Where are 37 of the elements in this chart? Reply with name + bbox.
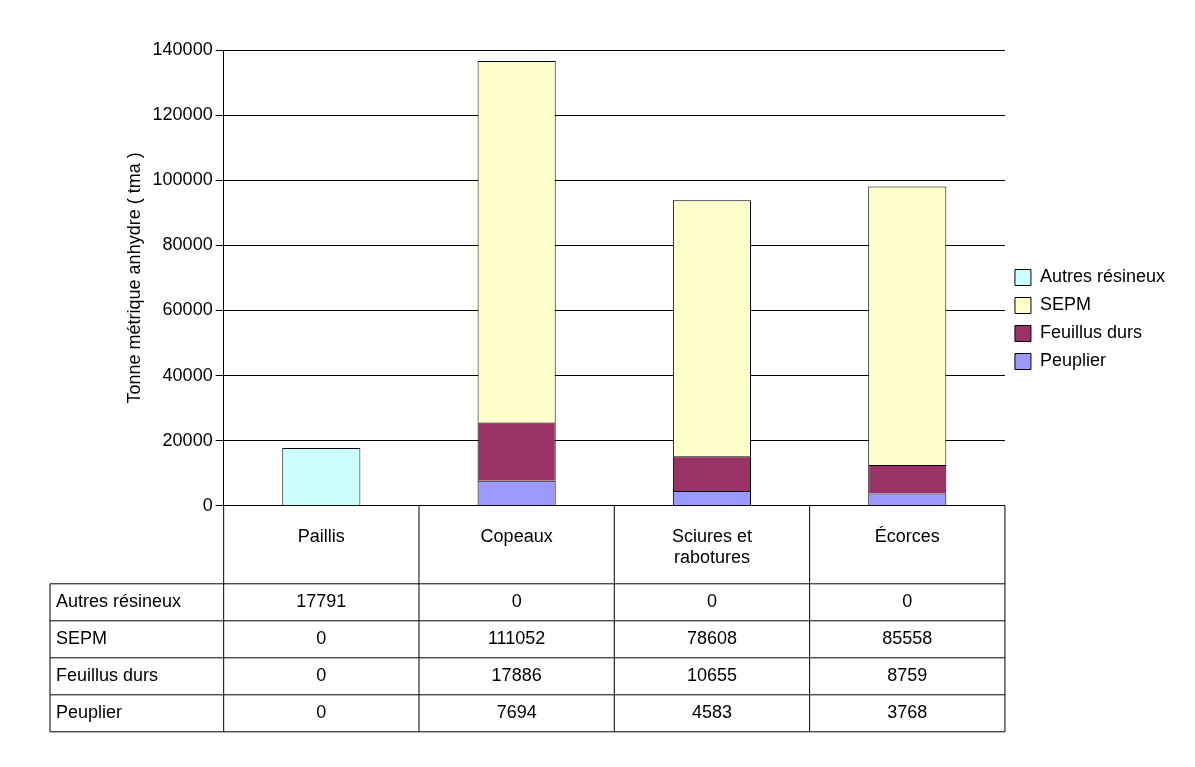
data-label: 0 — [316, 628, 327, 649]
y-tick-label: 140000 — [152, 38, 213, 59]
data-label: 10655 — [686, 665, 737, 686]
data-label: 78608 — [686, 628, 737, 649]
x-tick-label: Écorces — [874, 525, 940, 546]
y-tick-label: 60000 — [162, 299, 213, 320]
data-label: 17886 — [491, 665, 542, 686]
text: Autres résineux — [56, 591, 182, 612]
legend-label: Autres résineux — [1039, 266, 1165, 287]
y-tick-label: 80000 — [162, 234, 213, 255]
data-label: 3768 — [887, 702, 928, 723]
legend-label: SEPM — [1039, 294, 1091, 315]
data-label: 4583 — [691, 702, 732, 723]
y-tick-label: 0 — [202, 494, 213, 515]
text: SEPM — [56, 628, 108, 649]
data-label: 0 — [316, 702, 327, 723]
data-label: 0 — [511, 591, 522, 612]
data-label: 0 — [902, 591, 913, 612]
y-tick-label: 100000 — [152, 169, 213, 190]
x-tick-label: Paillis — [297, 525, 345, 546]
legend-label: Peuplier — [1039, 350, 1106, 371]
data-label: 0 — [706, 591, 717, 612]
x-tick-label: Copeaux — [480, 525, 553, 546]
y-tick-label: 120000 — [152, 104, 213, 125]
text: Peuplier — [56, 702, 123, 723]
y-axis-title: Tonne métrique anhydre ( tma ) — [123, 152, 144, 404]
y-tick-label: 40000 — [162, 364, 213, 385]
text: Feuillus durs — [56, 665, 159, 686]
y-tick-label: 20000 — [162, 429, 213, 450]
data-label: 85558 — [882, 628, 933, 649]
legend-label: Feuillus durs — [1039, 322, 1142, 343]
data-label: 8759 — [887, 665, 928, 686]
x-tick-label: Sciures et rabotures — [671, 525, 752, 568]
data-label: 0 — [316, 665, 327, 686]
data-label: 17791 — [296, 591, 347, 612]
data-label: 111052 — [487, 628, 546, 649]
data-label: 7694 — [496, 702, 537, 723]
